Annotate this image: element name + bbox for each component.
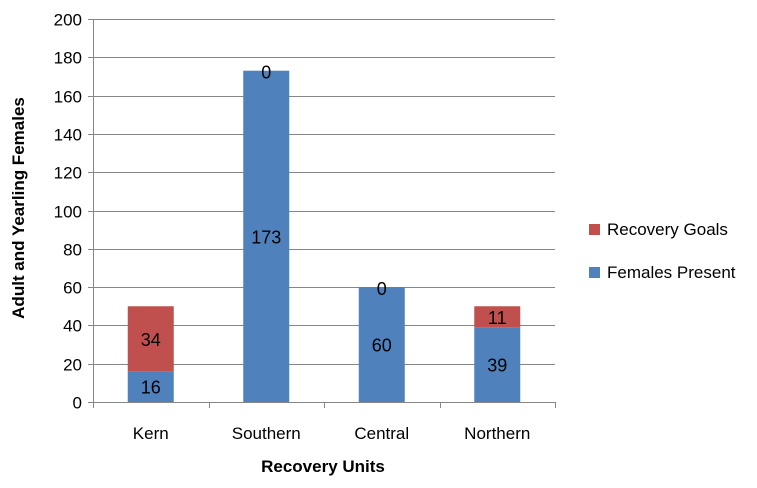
- y-tick-label: 80: [63, 241, 82, 260]
- y-tick-label: 20: [63, 356, 82, 375]
- y-tick-label: 120: [54, 164, 82, 183]
- y-tick-label: 100: [54, 203, 82, 222]
- data-label: 34: [141, 330, 161, 350]
- x-tick-label: Northern: [464, 424, 530, 443]
- y-tick-label: 180: [54, 49, 82, 68]
- data-label: 39: [487, 356, 507, 376]
- x-tick-label: Kern: [133, 424, 169, 443]
- y-tick-label: 160: [54, 88, 82, 107]
- y-axis-title: Adult and Yearling Females: [9, 97, 28, 319]
- bars: [127, 70, 521, 402]
- legend-swatch: [589, 224, 600, 235]
- bar-segment: [243, 70, 290, 402]
- data-labels: 16 34 173 0 60 0 39 11: [141, 63, 508, 398]
- bar-segment: [127, 306, 174, 372]
- y-tick-label: 40: [63, 317, 82, 336]
- data-label: 173: [251, 227, 281, 247]
- legend: Recovery Goals Females Present: [589, 220, 736, 282]
- data-label: 16: [141, 378, 161, 398]
- x-axis-title: Recovery Units: [261, 457, 385, 476]
- data-label: 0: [261, 63, 271, 83]
- legend-label: Females Present: [607, 263, 736, 282]
- y-tick-label: 140: [54, 126, 82, 145]
- y-tick-label: 0: [73, 394, 82, 413]
- bar-segment: [474, 327, 521, 402]
- bar-segment: [358, 287, 405, 402]
- x-tick-label: Southern: [232, 424, 301, 443]
- bar-segment: [474, 306, 521, 328]
- data-label: 60: [372, 336, 392, 356]
- bar-segment: [127, 371, 174, 402]
- y-tick-label: 200: [54, 11, 82, 30]
- legend-label: Recovery Goals: [607, 220, 728, 239]
- legend-swatch: [589, 267, 600, 278]
- x-tick-label: Central: [354, 424, 409, 443]
- y-tick-label: 60: [63, 279, 82, 298]
- data-label: 0: [377, 279, 387, 299]
- data-label: 11: [488, 308, 507, 328]
